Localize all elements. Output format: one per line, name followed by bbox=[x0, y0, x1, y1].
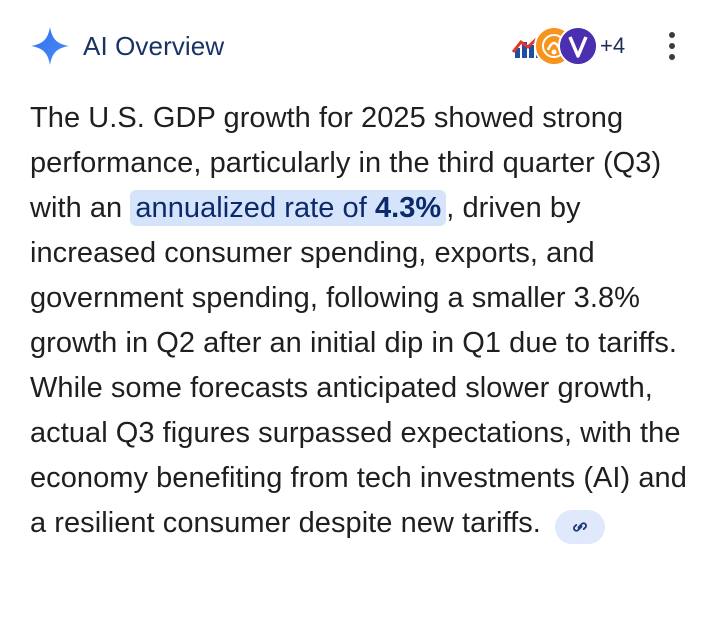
overview-text-part1: The U.S. GDP growth for 2025 showed stro… bbox=[30, 102, 662, 224]
more-vert-icon bbox=[669, 32, 675, 38]
overview-text-part2: , driven by increased consumer spending,… bbox=[30, 192, 687, 539]
highlight-text: annualized rate of bbox=[135, 192, 375, 224]
source-favicon-v[interactable] bbox=[558, 26, 598, 66]
ai-sparkle-icon bbox=[29, 25, 71, 67]
sources-stack[interactable]: +4 bbox=[508, 26, 648, 66]
ai-overview-header: AI Overview bbox=[0, 0, 720, 90]
source-link-button[interactable] bbox=[554, 510, 605, 544]
highlighted-claim[interactable]: annualized rate of 4.3% bbox=[130, 190, 447, 226]
sources-more-count[interactable]: +4 bbox=[600, 33, 626, 58]
overview-text: The U.S. GDP growth for 2025 showed stro… bbox=[30, 96, 700, 546]
more-options-button[interactable] bbox=[656, 26, 688, 66]
link-icon bbox=[573, 522, 587, 532]
ai-overview-title: AI Overview bbox=[83, 31, 225, 61]
highlight-value: 4.3% bbox=[374, 192, 442, 224]
